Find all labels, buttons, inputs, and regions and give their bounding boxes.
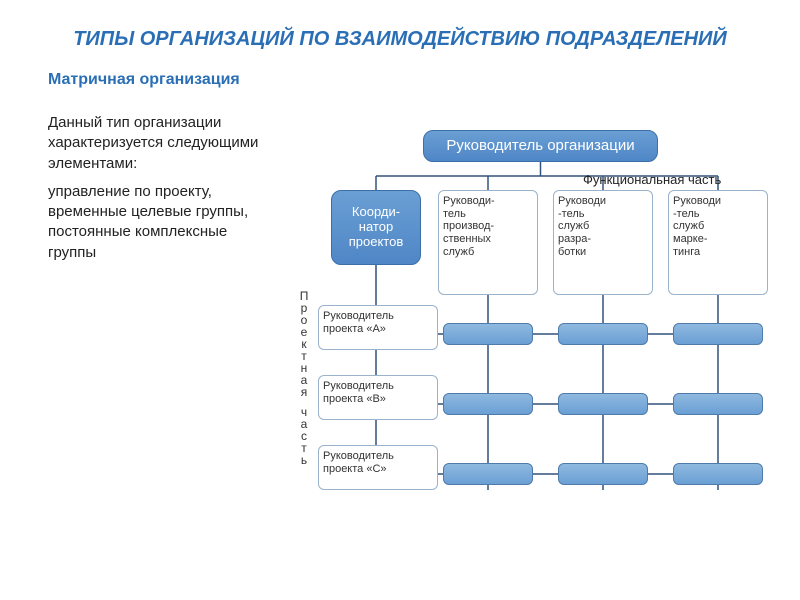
project-part-label: Проектнаячасть xyxy=(298,290,310,466)
coordinator-box: Коорди-наторпроектов xyxy=(331,190,421,265)
project-row-label-0: Руководитель проекта «А» xyxy=(323,310,437,335)
org-diagram: Руководитель организации Функциональная ч… xyxy=(278,130,788,500)
matrix-cell-0-2 xyxy=(673,323,763,345)
matrix-cell-1-2 xyxy=(673,393,763,415)
matrix-cell-1-1 xyxy=(558,393,648,415)
func-head-label-0: Руководи-тельпроизвод-ственныхслужб xyxy=(443,195,495,258)
func-head-panel-2: Руководи-тельслужбмарке-тинга xyxy=(668,190,768,295)
project-row-label-1: Руководитель проекта «В» xyxy=(323,380,437,405)
matrix-cell-0-0 xyxy=(443,323,533,345)
func-head-label-1: Руководи-тельслужбразра-ботки xyxy=(558,195,606,258)
project-row-panel-1: Руководитель проекта «В» xyxy=(318,375,438,420)
matrix-cell-2-0 xyxy=(443,463,533,485)
org-head-box: Руководитель организации xyxy=(423,130,658,162)
matrix-cell-2-2 xyxy=(673,463,763,485)
project-row-panel-2: Руководитель проекта «С» xyxy=(318,445,438,490)
body-text-1: Данный тип организации характеризуется с… xyxy=(0,89,260,174)
project-row-label-2: Руководитель проекта «С» xyxy=(323,450,437,475)
func-head-panel-1: Руководи-тельслужбразра-ботки xyxy=(553,190,653,295)
body-text-2: управление по проекту, временные целевые… xyxy=(0,174,260,263)
func-head-label-2: Руководи-тельслужбмарке-тинга xyxy=(673,195,721,258)
project-row-panel-0: Руководитель проекта «А» xyxy=(318,305,438,350)
func-head-panel-0: Руководи-тельпроизвод-ственныхслужб xyxy=(438,190,538,295)
matrix-cell-0-1 xyxy=(558,323,648,345)
matrix-cell-2-1 xyxy=(558,463,648,485)
slide-title: ТИПЫ ОРГАНИЗАЦИЙ ПО ВЗАИМОДЕЙСТВИЮ ПОДРА… xyxy=(0,0,800,63)
functional-label: Функциональная часть xyxy=(583,172,721,187)
matrix-cell-1-0 xyxy=(443,393,533,415)
slide-subtitle: Матричная организация xyxy=(0,63,800,89)
